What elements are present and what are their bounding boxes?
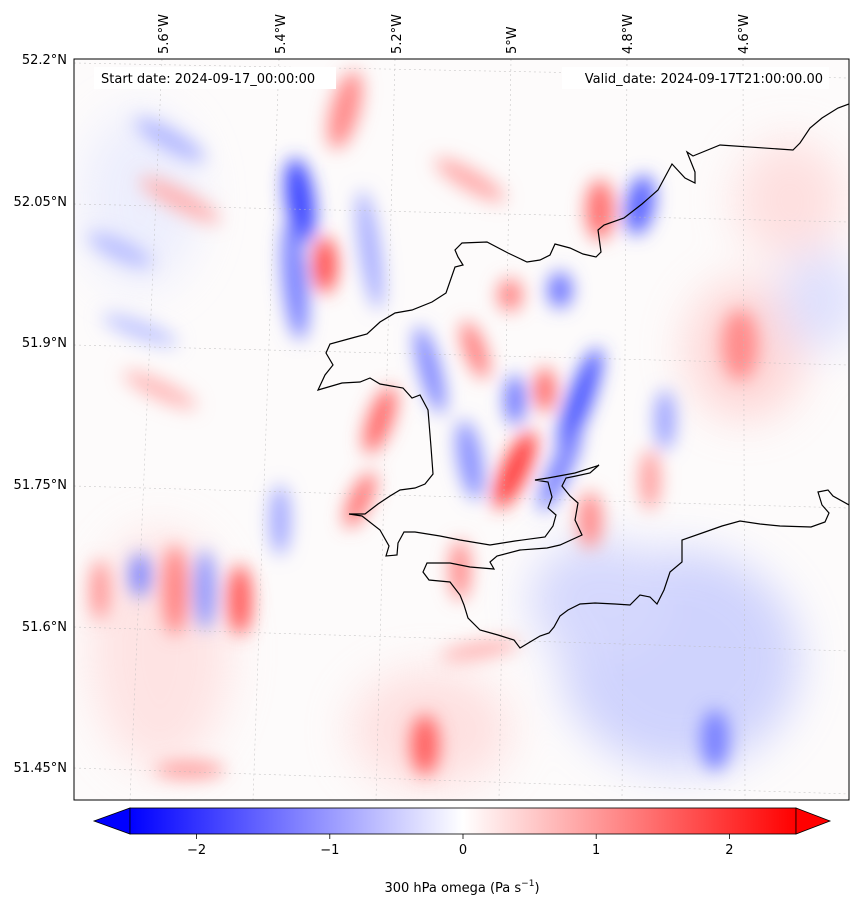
colorbar-title-exponent: −1 xyxy=(521,879,534,889)
lat-tick-label: 51.75°N xyxy=(14,478,67,493)
map-frame xyxy=(73,58,850,801)
lat-tick-label: 52.05°N xyxy=(14,195,67,210)
start-date-label: Start date: 2024-09-17_00:00:00 xyxy=(101,72,315,87)
colorbar-tick-label: 2 xyxy=(725,843,733,858)
coastline-south xyxy=(348,464,849,649)
lat-tick-label: 51.45°N xyxy=(14,761,67,776)
colorbar-extend-high xyxy=(795,807,832,835)
colorbar-bar xyxy=(129,807,797,835)
latitude-labels: 52.2°N 52.05°N 51.9°N 51.75°N 51.6°N 51.… xyxy=(14,53,67,776)
omega-bands xyxy=(87,71,758,778)
map-panel: Start date: 2024-09-17_00:00:00 Valid_da… xyxy=(73,58,850,801)
lat-tick-label: 51.6°N xyxy=(22,620,67,635)
colorbar-title-prefix: 300 hPa omega (Pa s xyxy=(384,881,521,896)
start-date-box xyxy=(94,67,336,89)
omega-broad-field xyxy=(80,110,849,790)
valid-date-label: Valid_date: 2024-09-17T21:00:00.00 xyxy=(585,72,823,87)
colorbar: −2 −1 0 1 2 300 hPa omega (Pa s−1) xyxy=(92,807,832,896)
colorbar-tick-label: −2 xyxy=(187,843,206,858)
lon-tick-label: 5.4°W xyxy=(274,14,289,54)
lon-tick-label: 4.6°W xyxy=(737,14,752,54)
lat-tick-label: 52.2°N xyxy=(22,53,67,68)
valid-date-box xyxy=(562,67,829,89)
coastline xyxy=(316,103,849,649)
lon-tick-label: 5°W xyxy=(505,26,520,54)
lon-tick-label: 4.8°W xyxy=(621,14,636,54)
colorbar-tick-label: 1 xyxy=(592,843,600,858)
lon-tick-label: 5.2°W xyxy=(390,14,405,54)
colorbar-title: 300 hPa omega (Pa s−1) xyxy=(384,879,539,896)
lon-tick-label: 5.6°W xyxy=(157,14,172,54)
lat-tick-label: 51.9°N xyxy=(22,336,67,351)
colorbar-ticks: −2 −1 0 1 2 xyxy=(187,834,734,858)
colorbar-title-suffix: ) xyxy=(534,881,539,896)
colorbar-tick-label: 0 xyxy=(459,843,467,858)
colorbar-extend-low xyxy=(92,807,131,835)
longitude-labels: 5.6°W 5.4°W 5.2°W 5°W 4.8°W 4.6°W xyxy=(157,14,752,54)
coastline-north xyxy=(316,103,849,515)
colorbar-tick-label: −1 xyxy=(320,843,339,858)
